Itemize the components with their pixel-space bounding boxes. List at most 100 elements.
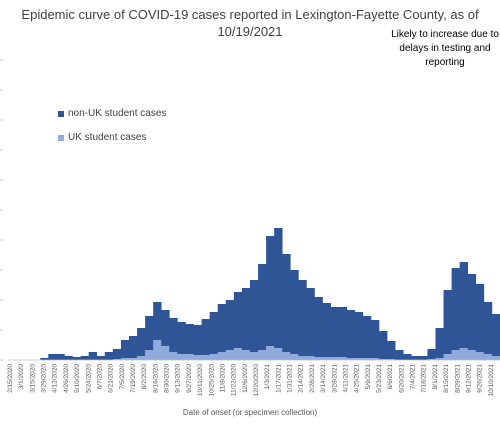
x-tick-label: 8/15/2021 <box>443 364 450 393</box>
bar-non-uk <box>459 262 469 348</box>
bar-non-uk <box>56 354 65 360</box>
bar-non-uk <box>274 228 283 348</box>
x-tick-label: 4/25/2021 <box>354 364 361 393</box>
x-tick-label: 8/29/2021 <box>454 364 461 393</box>
x-axis-label: Date of onset (or specimen collection) <box>182 408 318 417</box>
x-tick-label: 4/11/2021 <box>342 364 349 393</box>
bar-uk <box>137 356 146 360</box>
x-tick-label: 9/27/2020 <box>186 364 193 393</box>
x-tick-label: 5/9/2021 <box>365 364 372 390</box>
bar-non-uk <box>411 356 420 360</box>
bar-non-uk <box>88 352 98 360</box>
bar-non-uk <box>475 284 485 352</box>
bar-non-uk <box>209 312 219 354</box>
bar-non-uk <box>298 280 307 356</box>
bar-uk <box>145 350 154 360</box>
chart-title: Epidemic curve of COVID-19 cases reporte… <box>21 7 479 39</box>
bar-uk <box>322 357 331 360</box>
bar-non-uk <box>354 312 364 358</box>
bar-uk <box>290 354 299 360</box>
bar-non-uk <box>330 307 339 357</box>
bar-uk <box>314 357 323 360</box>
bar-non-uk <box>137 328 146 356</box>
x-tick-label: 11/22/2020 <box>231 364 238 396</box>
bar-non-uk <box>282 254 291 352</box>
bar-uk <box>467 350 477 360</box>
legend-swatch-non-uk <box>58 110 64 117</box>
bar-uk <box>217 352 227 360</box>
bar-non-uk <box>451 268 460 350</box>
bar-non-uk <box>467 274 477 350</box>
bar-non-uk <box>153 302 162 340</box>
legend-item-non-uk: non-UK student cases <box>58 108 166 119</box>
bar-uk <box>346 358 356 360</box>
x-tick-label: 7/18/2021 <box>421 364 428 393</box>
x-tick-label: 2/28/2021 <box>309 364 316 393</box>
x-tick-label: 8/30/2020 <box>164 364 171 393</box>
x-tick-label: 6/7/2020 <box>96 364 103 390</box>
bar-uk <box>201 355 210 360</box>
bar-non-uk <box>201 319 210 355</box>
bar-uk <box>177 354 186 360</box>
bar-non-uk <box>387 341 396 359</box>
x-tick-label: 3/29/2020 <box>41 364 48 393</box>
bar-non-uk <box>443 290 452 354</box>
legend: non-UK student cases UK student cases <box>58 108 166 156</box>
bar-non-uk <box>169 318 178 352</box>
x-tick-label: 10/10/2021 <box>488 364 495 397</box>
bar-uk <box>435 358 444 360</box>
bar-uk <box>427 359 436 360</box>
bar-uk <box>338 357 348 360</box>
bar-non-uk <box>177 322 186 354</box>
x-tick-label: 8/16/2020 <box>152 364 159 393</box>
legend-item-uk: UK student cases <box>58 132 166 143</box>
x-tick-label: 3/14/2021 <box>320 364 327 393</box>
bar-uk <box>112 359 122 360</box>
bar-uk <box>354 358 364 360</box>
bar-uk <box>491 356 500 360</box>
bar-non-uk <box>241 288 251 350</box>
bar-non-uk <box>427 349 436 359</box>
bar-non-uk <box>403 354 412 360</box>
bar-non-uk <box>120 340 130 358</box>
x-tick-label: 8/1/2021 <box>432 364 439 390</box>
bar-uk <box>306 356 315 360</box>
x-tick-label: 10/25/2020 <box>208 364 215 397</box>
bar-uk <box>282 352 291 360</box>
x-tick-label: 1/17/2021 <box>275 364 282 393</box>
x-tick-label: 7/19/2020 <box>130 364 137 393</box>
bar-non-uk <box>145 316 154 350</box>
bar-uk <box>161 346 170 360</box>
bar-non-uk <box>362 316 372 358</box>
x-tick-label: 5/23/2021 <box>376 364 383 393</box>
x-tick-label: 1/3/2021 <box>264 364 271 390</box>
x-tick-label: 10/11/2020 <box>197 364 204 396</box>
bar-uk <box>120 358 130 360</box>
x-tick-label: 7/4/2021 <box>410 364 417 390</box>
bar-non-uk <box>233 292 243 348</box>
bar-non-uk <box>128 336 138 358</box>
bar-uk <box>249 352 259 360</box>
x-tick-label: 9/12/2021 <box>465 364 472 393</box>
bar-non-uk <box>48 354 57 360</box>
bar-non-uk <box>370 320 380 358</box>
x-tick-label: 5/24/2020 <box>85 364 92 393</box>
bar-uk <box>330 357 339 360</box>
bar-uk <box>362 358 372 360</box>
bar-non-uk <box>40 358 49 360</box>
bar-uk <box>370 358 380 360</box>
bar-uk <box>185 354 194 360</box>
x-tick-label: 2/14/2021 <box>298 364 305 393</box>
bar-non-uk <box>80 356 89 360</box>
x-tick-label: 3/1/2020 <box>18 364 25 390</box>
bar-non-uk <box>314 297 323 357</box>
x-tick-label: 12/20/2020 <box>253 364 260 397</box>
bar-non-uk <box>161 310 170 346</box>
bar-uk <box>153 340 162 360</box>
bar-uk <box>379 359 388 360</box>
bar-non-uk <box>112 349 122 359</box>
bar-uk <box>298 356 307 360</box>
bar-non-uk <box>104 352 114 360</box>
bar-uk <box>459 348 469 360</box>
